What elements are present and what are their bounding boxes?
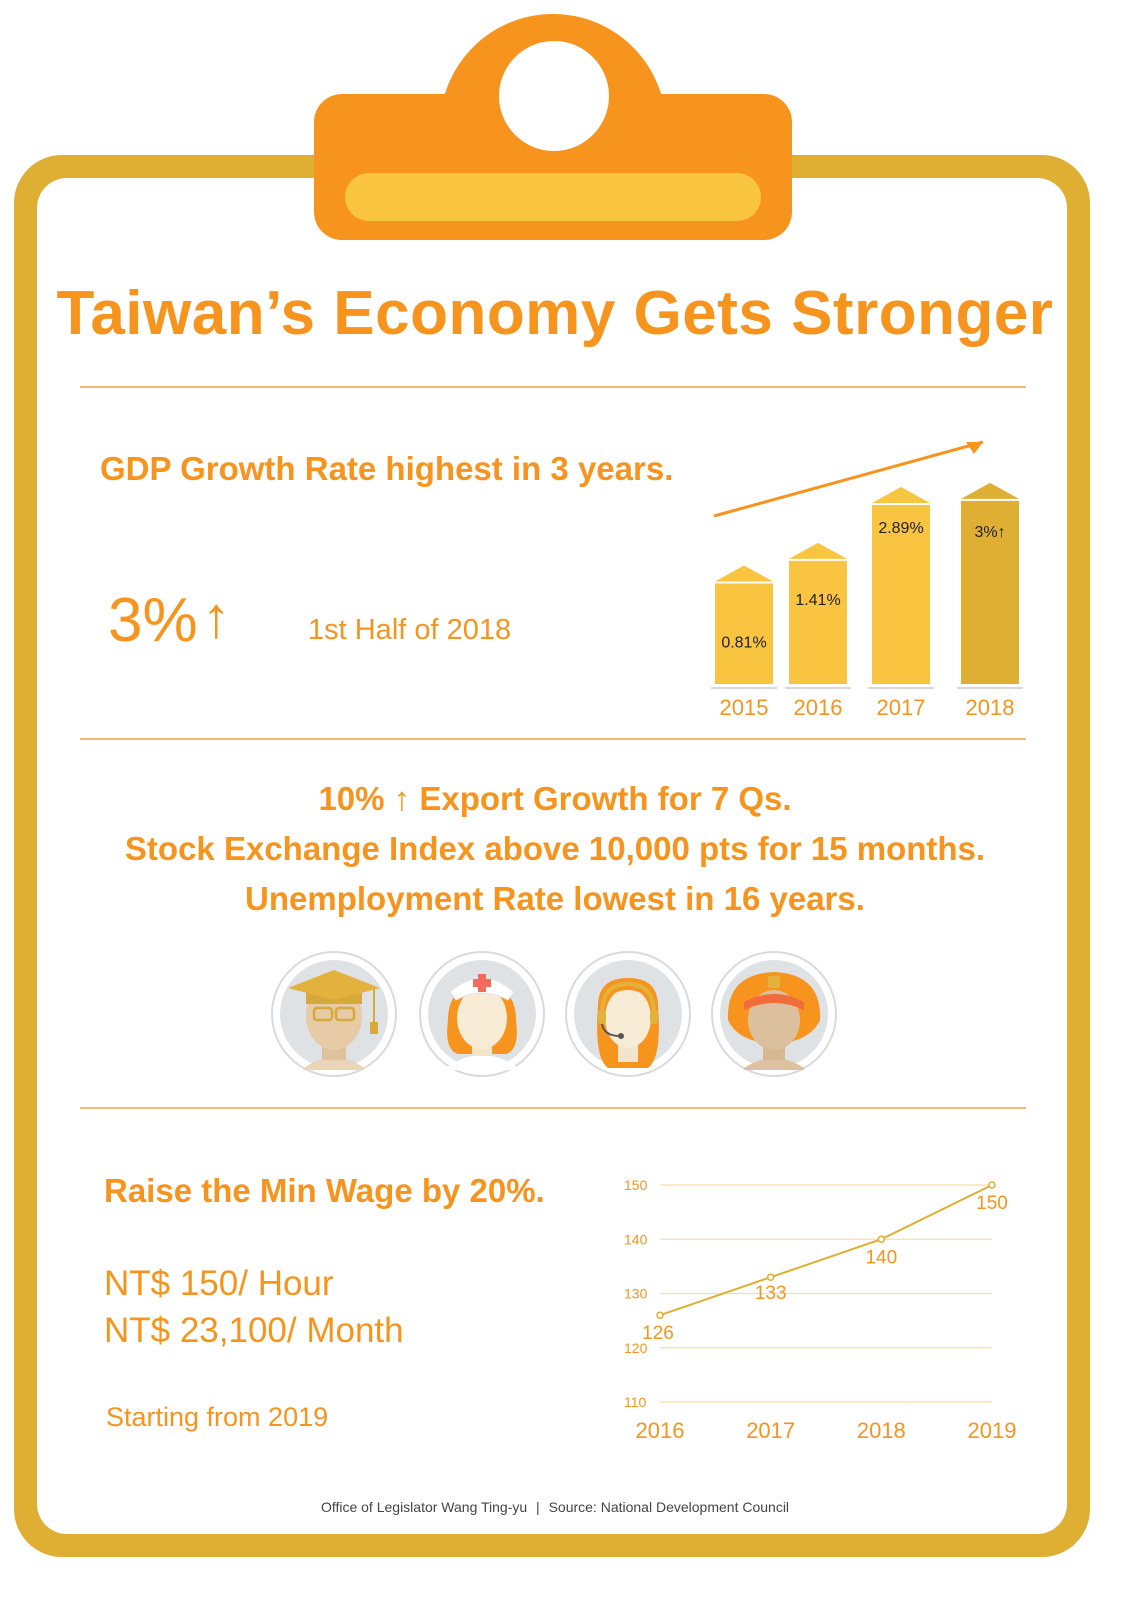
x-tick-label: 2019 [968, 1418, 1017, 1443]
gdp-big-value: 3%↑ [108, 585, 231, 656]
divider-3 [80, 1107, 1026, 1109]
x-tick-label: 2016 [636, 1418, 685, 1443]
bar-data-label: 0.81% [721, 634, 766, 651]
trend-arrow-head [966, 442, 983, 454]
y-tick-label: 130 [624, 1286, 648, 1302]
nurse-icon [419, 951, 545, 1077]
page-title: Taiwan’s Economy Gets Stronger [56, 279, 1054, 348]
gdp-period: 1st Half of 2018 [308, 614, 512, 646]
bar [961, 500, 1019, 684]
bar-category-label: 2017 [877, 695, 926, 720]
footer-separator: | [536, 1499, 540, 1515]
bar-roof [961, 482, 1019, 499]
footer-source: Source: National Development Council [548, 1499, 790, 1515]
footer-office: Office of Legislator Wang Ting-yu [320, 1499, 528, 1515]
clip-hole [499, 41, 609, 151]
bar-category-label: 2015 [720, 695, 769, 720]
avatar-row [270, 950, 840, 1080]
highlight-export: 10% ↑ Export Growth for 7 Qs. [318, 780, 792, 817]
bar-category-label: 2018 [966, 695, 1015, 720]
wage-data-label: 126 [642, 1323, 674, 1344]
bar-roof [872, 487, 930, 504]
y-tick-label: 140 [624, 1231, 648, 1247]
highlight-stock: Stock Exchange Index above 10,000 pts fo… [124, 830, 986, 867]
wage-start: Starting from 2019 [106, 1402, 329, 1432]
gdp-value-text: 3% [108, 586, 198, 655]
wage-point [877, 1235, 886, 1243]
bar-data-label: 2.89% [878, 520, 923, 537]
gdp-bar-chart: 0.81% 2015 1.41% 2016 2.89% 2017 3%↑ 2018 [711, 440, 1023, 720]
wage-point [656, 1311, 664, 1319]
arrow-up-icon: ↑ [201, 585, 231, 650]
gdp-heading: GDP Growth Rate highest in 3 years. [100, 450, 674, 487]
wage-heading: Raise the Min Wage by 20%. [104, 1172, 545, 1209]
wage-monthly: NT$ 23,100/ Month [104, 1311, 404, 1350]
bar [872, 505, 930, 684]
wage-point [988, 1181, 996, 1189]
footer: Office of Legislator Wang Ting-yu | Sour… [40, 1499, 1070, 1515]
wage-data-label: 150 [976, 1193, 1008, 1214]
wage-data-label: 133 [755, 1283, 787, 1304]
wage-hourly: NT$ 150/ Hour [104, 1264, 334, 1303]
bar-roof [789, 542, 847, 559]
trend-arrow-line [713, 440, 984, 518]
bar-data-label: 1.41% [795, 592, 840, 609]
clipboard-paper [37, 178, 1067, 1534]
y-tick-label: 120 [624, 1340, 648, 1356]
divider-2 [80, 738, 1026, 740]
operator-icon [565, 951, 691, 1077]
bar-roof [715, 565, 773, 582]
wage-data-label: 140 [865, 1247, 897, 1268]
highlight-unemployment: Unemployment Rate lowest in 16 years. [245, 880, 865, 917]
divider-1 [80, 386, 1026, 388]
y-tick-label: 110 [624, 1394, 647, 1410]
wage-line-chart: 110 120 130 140 150 126 2016 133 2017 140 2018 150 2… [624, 1177, 1017, 1443]
bar-data-label: 3%↑ [974, 524, 1005, 541]
bar-category-label: 2016 [794, 695, 843, 720]
bar [789, 560, 847, 684]
worker-icon [711, 951, 837, 1077]
clip-bar [345, 173, 761, 221]
wage-point [766, 1273, 775, 1281]
bar [715, 583, 773, 684]
y-tick-label: 150 [624, 1177, 648, 1193]
x-tick-label: 2017 [746, 1418, 795, 1443]
wage-series-line [659, 1184, 993, 1317]
graduate-icon [271, 951, 397, 1077]
x-tick-label: 2018 [857, 1418, 906, 1443]
